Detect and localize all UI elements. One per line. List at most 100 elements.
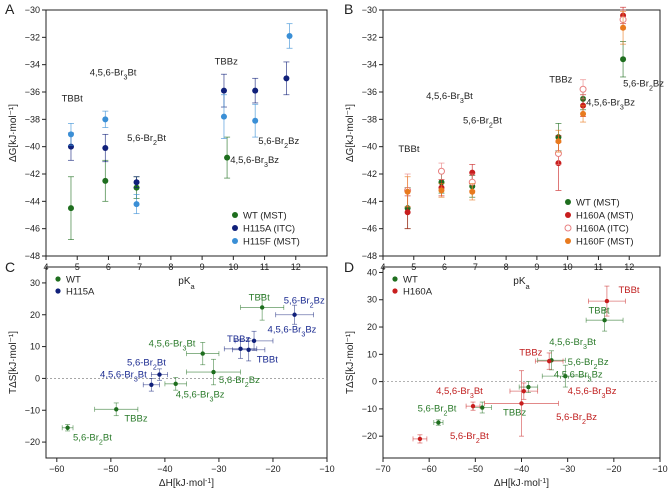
x-tick-label: −60	[422, 464, 437, 474]
data-point	[469, 188, 476, 195]
data-label: 5,6-Br2Bz	[219, 375, 260, 389]
data-point	[602, 318, 607, 323]
panel-letter-d: D	[344, 259, 354, 275]
legend-label: H160A (ITC)	[576, 224, 629, 235]
y-tick-label: −42	[362, 169, 377, 179]
data-point	[133, 179, 140, 186]
panel-c: C −60 −50 −40 −30 −20 −10 −20 −10 0 10 20 30 ΔH[kJ·mo…	[5, 259, 335, 489]
data-point	[519, 401, 524, 406]
data-point	[259, 305, 265, 310]
data-label: 5,6-Br2Bt	[418, 404, 457, 418]
data-point	[238, 346, 243, 352]
x-axis-label: ΔH[kJ·mol-1]	[159, 478, 214, 490]
y-tick-label: −44	[25, 196, 40, 206]
data-label: TBBt	[588, 305, 609, 316]
y-tick-label: −44	[362, 196, 377, 206]
y-axis-label: TΔS[kJ·mol⁻¹]	[345, 331, 356, 394]
panel-letter-c: C	[5, 259, 15, 275]
legend-label: H160A (MST)	[576, 211, 634, 222]
y-tick-label: −20	[362, 431, 377, 441]
data-point	[251, 338, 257, 344]
y-tick-label: 10	[367, 349, 377, 359]
y-axis-label: ΔG[kJ·mol⁻¹]	[8, 104, 19, 162]
panel-d: D −70 −60 −50 −40 −30 −20 −10 −20 −10 0 10 20 30 40 ΔH[…	[344, 259, 668, 489]
y-tick-label: −32	[362, 32, 377, 42]
y-tick-label: 0	[35, 373, 40, 383]
y-tick-label: −46	[362, 224, 377, 234]
legend-marker	[55, 288, 61, 294]
y-tick-label: −20	[25, 437, 40, 447]
y-tick-label: −10	[25, 405, 40, 415]
data-label: 4,5,6-Br3Bz	[176, 390, 225, 404]
x-tick-label: −20	[606, 464, 621, 474]
data-point	[480, 405, 485, 410]
x-axis-label: pKa	[178, 276, 195, 291]
data-label: TBBt	[257, 355, 278, 366]
data-label: 5,6-Br2Bz	[284, 296, 325, 310]
data-point	[173, 381, 178, 387]
y-tick-label: −36	[362, 87, 377, 97]
series-wt	[61, 294, 285, 432]
data-label: 4,5,6-Br3Bz	[554, 370, 603, 384]
data-point	[580, 110, 587, 117]
y-tick-label: 20	[30, 310, 40, 320]
data-label: 5,6-Br2Bz	[623, 79, 664, 93]
data-label: TBBz	[227, 334, 250, 345]
legend: WT (MST) H160A (MST) H160A (ITC) H160F (MST…	[564, 198, 634, 248]
x-tick-label: −30	[560, 464, 575, 474]
x-axis-label: ΔH[kJ·mol-1]	[494, 478, 549, 490]
legend-marker	[565, 212, 571, 218]
data-point	[470, 403, 476, 409]
legend-label: H115F (MST)	[243, 237, 300, 248]
data-point	[404, 209, 411, 216]
data-label: TBBt	[249, 292, 270, 303]
y-tick-label: −34	[25, 60, 40, 70]
data-label: TBBz	[519, 348, 542, 359]
data-point	[436, 420, 441, 425]
data-point	[437, 167, 445, 175]
data-label: 4,5,6-Br3Bz	[568, 386, 617, 400]
data-point	[604, 298, 610, 304]
x-tick-label: −10	[319, 464, 334, 474]
y-tick-label: 10	[30, 342, 40, 352]
data-label: 5,6-Br2Bt	[73, 432, 112, 446]
y-tick-label: −34	[362, 60, 377, 70]
data-label: TBBz	[215, 57, 238, 68]
data-label: TBBz	[549, 74, 572, 85]
plot-frame	[45, 266, 328, 459]
data-label: 5,6-Br2Bt	[127, 133, 166, 147]
data-point	[555, 138, 562, 145]
y-tick-label: −30	[362, 5, 377, 15]
data-label: 4,5,6-Br3Bz	[586, 98, 635, 112]
y-tick-label: −46	[25, 224, 40, 234]
data-label: 4,5,6-Br3Bt	[549, 337, 596, 351]
data-label: 5,6-Br2Bz	[258, 136, 299, 150]
data-point	[200, 351, 205, 356]
x-tick-label: −50	[468, 464, 483, 474]
legend-marker	[565, 199, 571, 205]
x-tick-label: −50	[103, 464, 118, 474]
series-h115a-itc-	[67, 61, 290, 189]
data-point	[292, 312, 297, 317]
data-point	[211, 369, 216, 375]
panel-letter-a: A	[5, 1, 15, 17]
data-point	[246, 347, 251, 352]
legend-label: H115A (ITC)	[243, 224, 295, 235]
data-point	[114, 407, 119, 412]
legend: WT (MST) H115A (ITC) H115F (MST)	[232, 211, 300, 248]
data-label: TBBt	[618, 285, 639, 296]
data-point	[579, 85, 587, 93]
y-tick-label: 30	[30, 278, 40, 288]
y-axis-label: TΔS[kJ·mol⁻¹]	[8, 331, 19, 394]
data-point	[620, 24, 627, 31]
y-tick-label: −40	[25, 142, 40, 152]
legend-marker	[232, 238, 238, 244]
y-tick-label: 40	[367, 267, 377, 277]
data-label: 4,5,6-Br3Bt	[100, 369, 147, 383]
data-point	[102, 145, 109, 152]
data-point	[157, 372, 162, 377]
data-point	[149, 382, 154, 387]
data-point	[102, 177, 109, 184]
data-point	[133, 201, 140, 208]
